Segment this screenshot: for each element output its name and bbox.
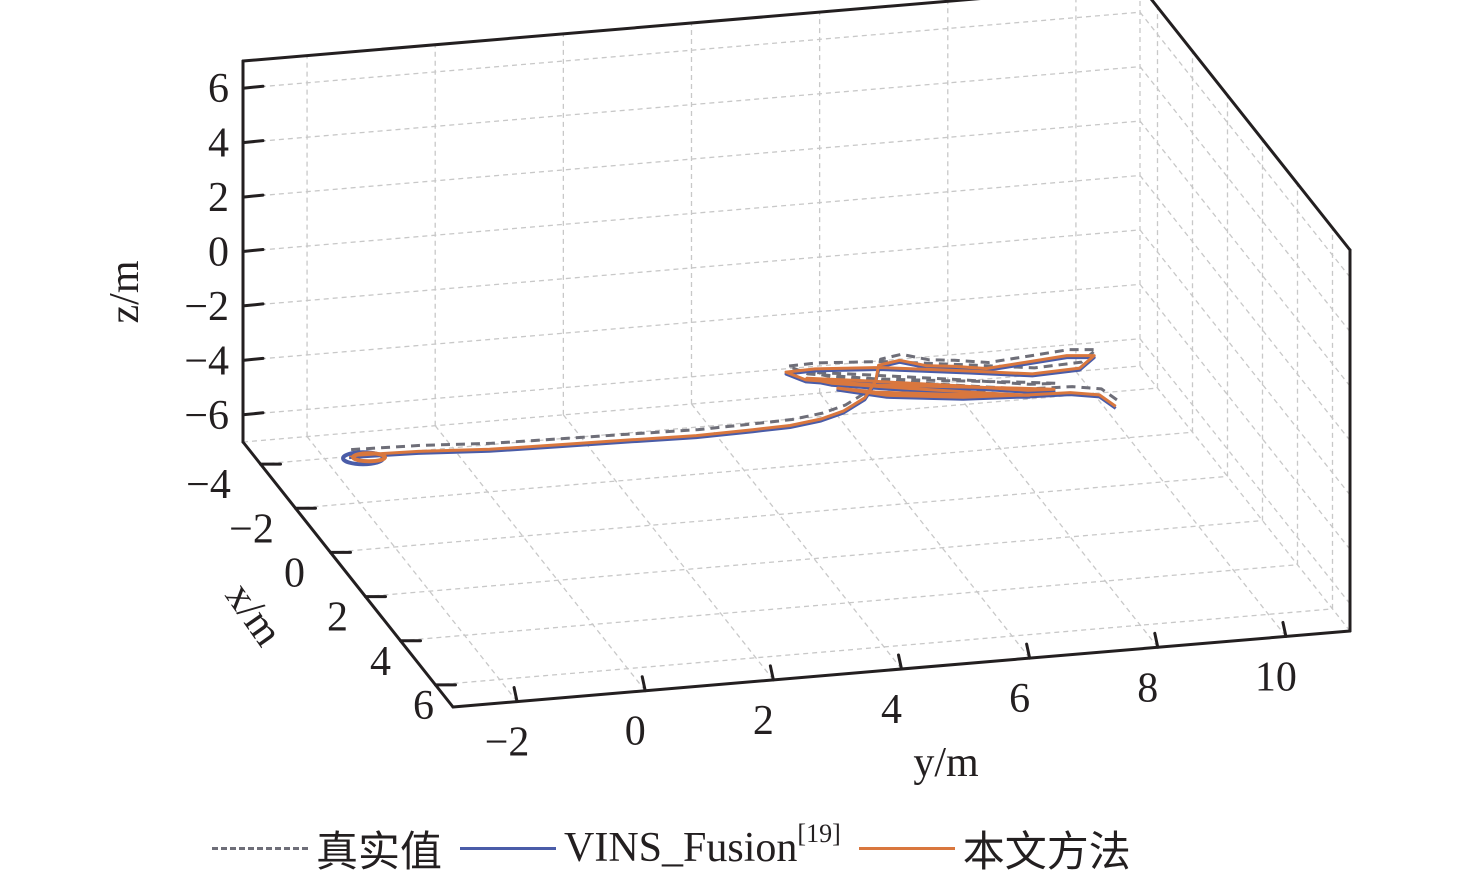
back-wall-gridline-z (242, 283, 1141, 362)
top-side-edge (1149, 0, 1352, 252)
x-tick-label: 4 (370, 639, 391, 685)
x-axis-line (241, 440, 455, 709)
back-wall-gridline-z (242, 120, 1141, 198)
legend-item-vins-fusion: VINS_Fusion [19] (460, 819, 841, 872)
z-tick-label: −2 (184, 284, 229, 330)
back-wall-gridline-z (242, 174, 1141, 253)
z-tick-mark (241, 193, 265, 199)
grid-lines (242, 0, 1351, 702)
floor-gridline-y (434, 425, 646, 692)
z-axis-label: z/m (102, 260, 148, 323)
y-tick-mark (1025, 642, 1032, 660)
side-floor-edge (1139, 365, 1351, 632)
legend-label: 真实值 (316, 829, 443, 876)
y-tick-label: 10 (1255, 654, 1297, 700)
side-wall-gridline-z (1139, 338, 1351, 605)
y-axis-label: y/m (913, 740, 979, 786)
legend-swatch-orange (858, 846, 955, 850)
side-wall-gridline-z (1139, 11, 1351, 278)
legend-swatch-blue (460, 846, 557, 850)
z-tick-mark (241, 302, 265, 308)
x-tick-label: 6 (413, 683, 434, 729)
z-tick-label: 4 (208, 121, 229, 167)
floor-gridline-y (819, 392, 1031, 659)
back-floor-edge (242, 365, 1141, 443)
y-tick-mark (512, 686, 519, 704)
x-axis-label: x/m (216, 575, 291, 655)
side-wall-gridline-z (1139, 175, 1351, 441)
z-tick-mark (241, 411, 265, 417)
series-proposed-line (349, 354, 1117, 458)
y-tick-label: 8 (1137, 665, 1158, 711)
start-marker-orange (351, 451, 388, 464)
z-tick-label: 6 (208, 66, 229, 112)
trajectory-layer (341, 348, 1119, 467)
y-tick-label: 4 (881, 687, 902, 733)
y-tick-mark (640, 675, 647, 693)
back-wall-gridline-z (242, 229, 1141, 307)
z-tick-label: −6 (184, 393, 229, 439)
x-tick-label: 2 (327, 595, 348, 641)
y-tick-mark (768, 664, 775, 682)
floor-gridline-y (1075, 371, 1287, 637)
y-tick-label: 0 (625, 709, 646, 755)
z-tick-label: 2 (208, 175, 229, 221)
y-tick-mark (1153, 631, 1160, 649)
floor-gridline-x (260, 387, 1158, 465)
back-wall-gridline-z (242, 11, 1141, 89)
z-tick-mark (241, 139, 265, 145)
back-wall-gridline-z (242, 338, 1141, 416)
x-tick-label: −4 (186, 462, 231, 508)
y-tick-label: 6 (1009, 676, 1030, 722)
floor-gridline-x (365, 519, 1263, 598)
top-back-edge (241, 0, 981, 63)
floor-gridline-x (400, 564, 1298, 642)
y-tick-label: 2 (753, 698, 774, 744)
floor-gridline-y (562, 414, 774, 681)
axes-box (241, 0, 1352, 709)
x-tick-label: 0 (284, 550, 305, 596)
legend-label: 本文方法 (962, 829, 1131, 876)
back-wall-gridline-z (242, 65, 1141, 144)
z-tick-mark (241, 84, 265, 90)
z-tick-mark (241, 356, 265, 362)
legend-swatch-dashed (212, 846, 308, 850)
side-wall-gridline-z (1139, 283, 1351, 550)
legend-citation: [19] (797, 819, 841, 848)
side-wall-gridline-z (1139, 120, 1351, 387)
side-wall-gridline-z (1139, 66, 1351, 333)
floor-gridline-y (947, 381, 1159, 648)
z-tick-label: 0 (208, 230, 229, 276)
legend-item-ground-truth: 真实值 (212, 818, 442, 879)
legend-label: VINS_Fusion (564, 825, 798, 871)
side-wall-gridline-z (1139, 229, 1351, 496)
z-tick-mark (241, 248, 265, 253)
x-tick-label: −2 (229, 506, 274, 552)
y-tick-label: −2 (485, 720, 530, 766)
z-tick-label: −4 (184, 338, 229, 384)
floor-gridline-x (330, 475, 1228, 554)
legend: 真实值 VINS_Fusion [19] 本文方法 (212, 818, 1149, 878)
floor-gridline-y (690, 403, 903, 670)
y-tick-mark (897, 653, 903, 671)
floor-gridline-y (306, 436, 518, 702)
floor-gridline-x (435, 608, 1333, 686)
legend-item-proposed: 本文方法 (858, 818, 1131, 879)
floor-gridline-x (295, 431, 1193, 509)
y-tick-mark (1281, 620, 1288, 638)
